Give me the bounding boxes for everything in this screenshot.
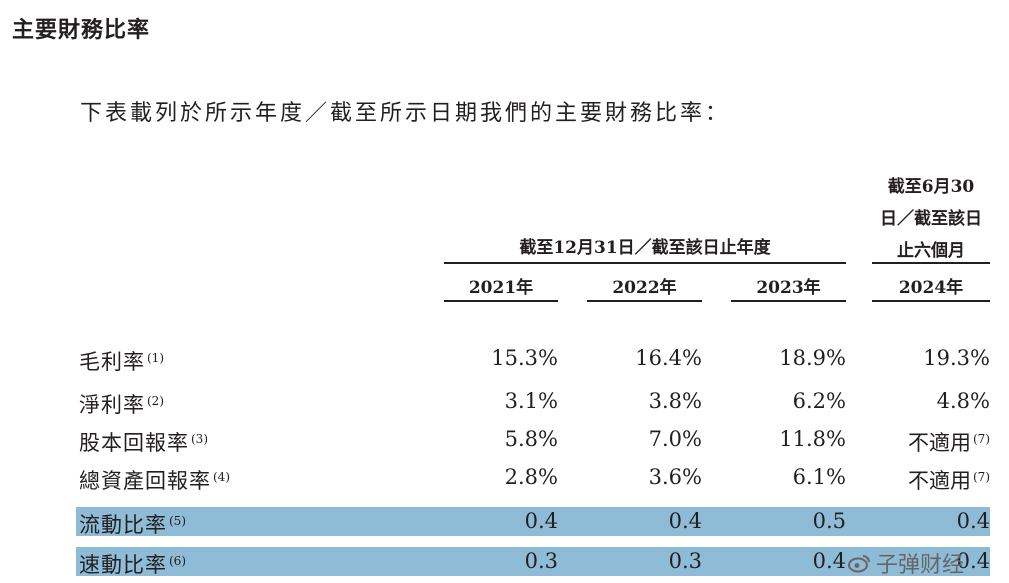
- table-cell: 0.5: [813, 507, 846, 536]
- table-row: 毛利率 (1) 15.3% 16.4% 18.9% 19.3%: [76, 344, 990, 374]
- cell-value: 18.9%: [779, 346, 846, 370]
- table-cell: 不適用 (7): [908, 463, 990, 496]
- footnote-ref: (1): [147, 351, 164, 365]
- cell-value: 4.8%: [936, 389, 990, 413]
- weibo-icon: [848, 555, 870, 573]
- table-cell: 0.3: [669, 547, 702, 576]
- table-cell: 3.8%: [649, 387, 702, 416]
- cell-value: 0.3: [524, 549, 558, 573]
- table-cell: 3.6%: [649, 463, 702, 492]
- header-interim-line: 截至6月30: [887, 177, 975, 197]
- cell-value: 7.0%: [648, 427, 702, 451]
- cell-value: 16.4%: [635, 346, 702, 370]
- cell-value: 19.3%: [923, 346, 990, 370]
- cell-value: 0.4: [956, 549, 990, 573]
- header-interim-line: 日／截至該日: [880, 209, 982, 229]
- row-label-text: 毛利率: [79, 350, 145, 374]
- table-cell: 0.4: [813, 547, 846, 576]
- table-row: 淨利率 (2) 3.1% 3.8% 6.2% 4.8%: [76, 387, 990, 417]
- watermark: 子弹财经: [848, 547, 964, 579]
- footnote-ref: (7): [973, 470, 990, 484]
- table-cell: 0.4: [669, 507, 702, 536]
- table-cell: 4.8%: [937, 387, 990, 416]
- table-cell: 不適用 (7): [908, 425, 990, 458]
- cell-value: 0.5: [812, 509, 846, 533]
- cell-value: 3.8%: [648, 389, 702, 413]
- year-header-2023: 2023年: [756, 278, 821, 298]
- year-rule: [872, 300, 990, 302]
- footnote-ref: (7): [973, 432, 990, 446]
- table-cell: 6.2%: [793, 387, 846, 416]
- cell-value: 0.3: [668, 549, 702, 573]
- table-cell: 7.0%: [649, 425, 702, 454]
- cell-value: 3.6%: [648, 465, 702, 489]
- table-cell: 0.4: [957, 507, 990, 536]
- section-title: 主要財務比率: [12, 18, 151, 43]
- table-cell: 15.3%: [491, 344, 558, 373]
- year-rule: [444, 300, 558, 302]
- table-row: 股本回報率 (3) 5.8% 7.0% 11.8% 不適用 (7): [76, 425, 990, 455]
- intro-text: 下表載列於所示年度／截至所示日期我們的主要財務比率：: [80, 101, 731, 126]
- year-rule: [587, 300, 702, 302]
- row-label: 淨利率 (2): [79, 387, 164, 420]
- cell-value: 15.3%: [491, 346, 558, 370]
- footnote-ref: (3): [191, 432, 208, 446]
- footnote-ref: (6): [169, 554, 186, 568]
- watermark-text: 子弹财经: [876, 553, 965, 578]
- table-cell: 0.4: [525, 507, 558, 536]
- row-label-text: 淨利率: [79, 393, 145, 417]
- row-label: 總資產回報率 (4): [79, 463, 230, 496]
- row-label-text: 流動比率: [79, 513, 167, 537]
- row-label-text: 總資產回報率: [79, 469, 211, 493]
- table-row: 總資產回報率 (4) 2.8% 3.6% 6.1% 不適用 (7): [76, 463, 990, 493]
- cell-value: 0.4: [668, 509, 702, 533]
- row-label: 流動比率 (5): [79, 507, 186, 540]
- table-cell: 16.4%: [635, 344, 702, 373]
- row-label-text: 股本回報率: [79, 431, 189, 455]
- table-cell: 3.1%: [505, 387, 558, 416]
- row-label: 速動比率 (6): [79, 547, 186, 580]
- cell-value: 6.2%: [792, 389, 846, 413]
- cell-value: 6.1%: [792, 465, 846, 489]
- table-cell: 0.3: [525, 547, 558, 576]
- row-label: 毛利率 (1): [79, 344, 164, 377]
- cell-value: 不適用: [908, 431, 971, 455]
- table-cell: 18.9%: [779, 344, 846, 373]
- table-cell: 11.8%: [779, 425, 846, 454]
- table-row: 速動比率 (6) 0.3 0.3 0.4 0.4: [76, 547, 990, 577]
- footnote-ref: (5): [169, 514, 186, 528]
- table-row: 流動比率 (5) 0.4 0.4 0.5 0.4: [76, 507, 990, 537]
- cell-value: 不適用: [908, 469, 971, 493]
- cell-value: 0.4: [956, 509, 990, 533]
- table-cell: 5.8%: [505, 425, 558, 454]
- header-group-rule: [444, 262, 846, 264]
- year-header-2021: 2021年: [468, 278, 534, 298]
- cell-value: 5.8%: [504, 427, 558, 451]
- header-interim-rule: [872, 262, 990, 264]
- row-label: 股本回報率 (3): [79, 425, 208, 458]
- year-header-2024: 2024年: [898, 278, 964, 298]
- table-cell: 2.8%: [505, 463, 558, 492]
- header-group-label: 截至12月31日／截至該日止年度: [519, 238, 771, 258]
- year-rule: [731, 300, 846, 302]
- year-header-2022: 2022年: [612, 278, 677, 298]
- header-interim-label: 截至6月30 日／截至該日 止六個月: [872, 171, 990, 267]
- footnote-ref: (4): [213, 470, 230, 484]
- cell-value: 11.8%: [779, 427, 846, 451]
- header-interim-line: 止六個月: [897, 241, 965, 261]
- table-cell: 19.3%: [923, 344, 990, 373]
- row-label-text: 速動比率: [79, 553, 167, 577]
- footnote-ref: (2): [147, 394, 164, 408]
- cell-value: 0.4: [812, 549, 846, 573]
- cell-value: 2.8%: [504, 465, 558, 489]
- table-cell: 6.1%: [793, 463, 846, 492]
- cell-value: 3.1%: [504, 389, 558, 413]
- table-cell: 0.4: [957, 547, 990, 576]
- cell-value: 0.4: [524, 509, 558, 533]
